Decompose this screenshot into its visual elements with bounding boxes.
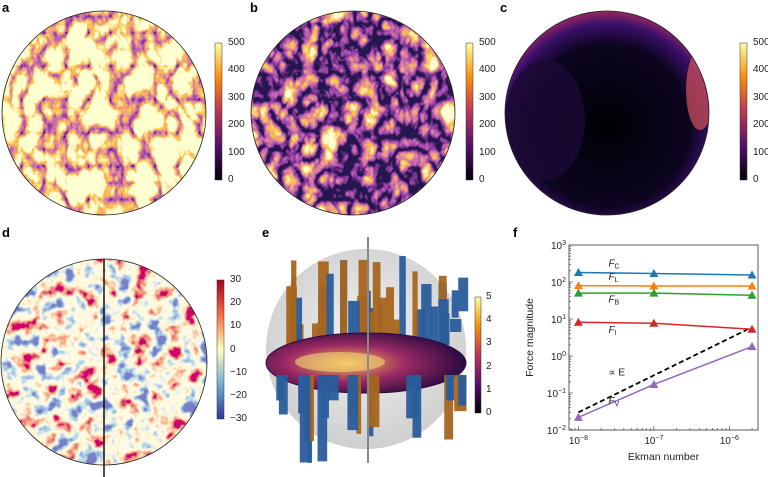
colorbar-tick-c: 100 [753,146,768,158]
colorbar-tick-a: 400 [228,64,245,76]
colorbar-tick-b: 500 [479,37,496,48]
panel-label-b: b [250,0,258,15]
data-point-FL [649,281,659,290]
panel-a-boundary [1,10,207,216]
y-tick-label: 10−2 [547,425,566,437]
reference-line-proportional-E [578,326,753,414]
series-line-FV [578,345,753,419]
colorbar-tick-d: −10 [230,366,247,378]
data-point-FC [573,268,583,277]
x-tick-label: 10−8 [569,435,588,447]
data-point-FB [649,288,659,297]
colorbar-tick-d: −30 [230,413,247,424]
colorbar-tick-c: 300 [753,91,768,103]
panel-label-f: f [513,225,518,240]
x-tick-label: 10−6 [720,435,739,447]
colorbar-tick-c: 0 [753,174,759,185]
data-point-FI [747,324,757,333]
colorbar-tick-d: 10 [230,320,242,332]
data-point-FC [747,270,757,279]
x-tick-label: 10−7 [644,435,663,447]
data-point-FC [649,268,659,277]
colorbar-tick-c: 200 [753,119,768,131]
series-label-FB: FB [608,294,619,306]
panel-label-c: c [500,0,508,15]
series-line-FB [578,292,753,296]
panel-c-velocity-map [505,11,709,215]
y-axis-label: Force magnitude [524,298,536,377]
data-point-FB [573,288,583,297]
data-point-FL [573,281,583,290]
y-tick-label: 102 [551,277,566,289]
series-label-FI: FI [608,325,616,337]
colorbar-tick-d: 0 [230,343,236,355]
series-line-FC [578,271,753,276]
data-point-FV [573,412,583,421]
colorbar-tick-b: 100 [479,146,496,158]
colorbar-tick-a: 500 [228,37,245,48]
series-line-FI [578,321,753,330]
colorbar-tick-e: 1 [486,383,492,395]
colorbar-tick-e: 4 [486,314,492,326]
x-axis-label: Ekman number [628,451,700,463]
colorbar-tick-b: 0 [479,174,485,185]
data-point-FV [649,379,659,388]
panel-label-d: d [2,225,10,240]
y-tick-label: 10−1 [547,388,566,400]
colorbar-tick-e: 3 [486,337,492,349]
colorbar-tick-a: 300 [228,91,245,103]
series-label-FV: FV [608,396,619,408]
panel-a-colorbar [214,42,223,181]
reference-line-label: ∝ E [608,367,625,378]
colorbar-tick-b: 400 [479,64,496,76]
y-tick-label: 103 [551,240,566,252]
panel-e-colorbar [474,296,482,414]
colorbar-tick-e: 2 [486,360,492,372]
panel-a-velocity-map [2,11,206,215]
colorbar-tick-d: −20 [230,389,247,401]
data-point-FB [747,290,757,299]
panel-c-boundary [504,10,710,216]
panel-c-colorbar [739,42,748,181]
series-label-FL: FL [608,272,618,284]
colorbar-tick-b: 200 [479,119,496,131]
colorbar-tick-c: 400 [753,64,768,76]
panel-label-a: a [2,0,10,15]
data-point-FV [747,342,757,351]
colorbar-tick-a: 200 [228,119,245,131]
y-tick-label: 101 [551,314,566,326]
series-label-FC: FC [608,259,619,271]
colorbar-tick-a: 100 [228,146,245,158]
data-point-FI [573,317,583,326]
panel-b-colorbar [465,42,474,181]
panel-e-3d-render [265,237,469,463]
plot-frame [568,244,759,431]
colorbar-tick-a: 0 [228,174,234,185]
panel-label-e: e [262,225,270,240]
colorbar-tick-d: 20 [230,297,242,309]
colorbar-tick-e: 5 [486,291,492,302]
colorbar-tick-e: 0 [486,407,492,418]
data-point-FI [649,318,659,327]
colorbar-tick-c: 500 [753,37,768,48]
y-tick-label: 100 [551,351,566,363]
colorbar-tick-d: 30 [230,274,242,285]
panel-d-colorbar [216,279,225,420]
panel-b-boundary [250,10,456,216]
colorbar-tick-b: 300 [479,91,496,103]
panel-f-chart: 10−8 10−7 10−6 10−2 10−1 100 101 102 103 Ekman nu… [524,240,759,463]
data-point-FL [747,281,757,290]
panel-b-velocity-map [251,11,455,215]
